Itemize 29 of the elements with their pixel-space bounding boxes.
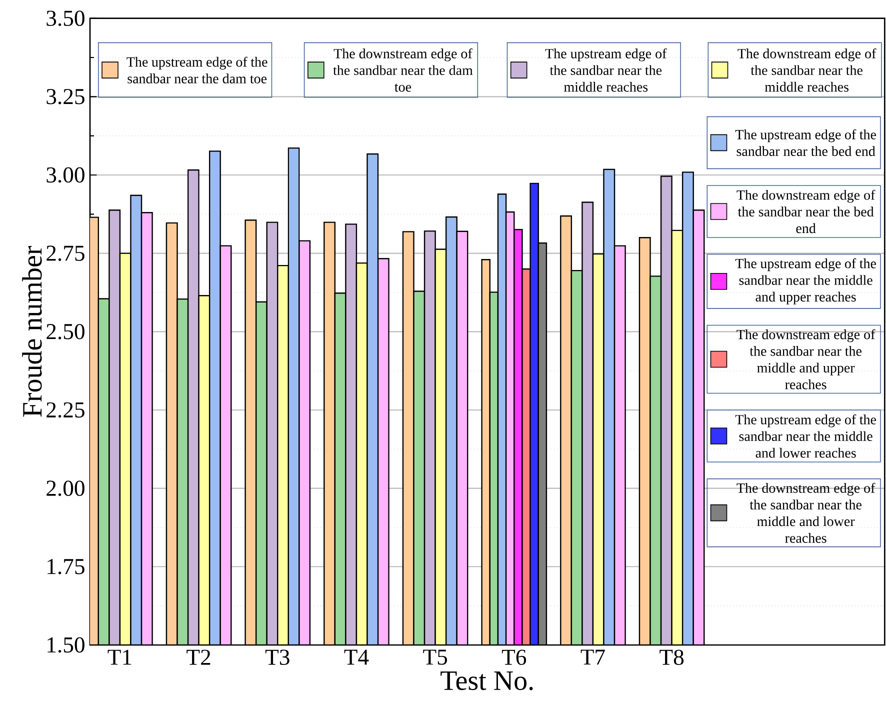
legend-label: The upstream edge of the sandbar near the middle and upper reaches — [735, 258, 876, 304]
x-tick-label: T6 — [502, 650, 526, 665]
x-tick-label: T4 — [344, 650, 369, 665]
y-tick-label: 3.00 — [46, 167, 84, 183]
y-tick-label: 3.50 — [46, 10, 84, 26]
legend-label: The upstream edge of the sandbar near the middle and lower reaches — [735, 414, 876, 458]
y-tick-label: 1.75 — [48, 559, 84, 574]
x-tick-label: T8 — [660, 650, 684, 665]
x-tick-label: T1 — [108, 650, 132, 665]
y-tick-label: 2.25 — [46, 402, 84, 418]
y-tick-label: 1.50 — [48, 637, 84, 653]
y-tick-label: 2.75 — [46, 246, 84, 261]
y-tick-label: 2.50 — [46, 324, 84, 340]
y-axis-title: Froude number — [22, 246, 42, 417]
y-tick-label: 2.00 — [46, 480, 84, 496]
y-tick-label: 3.25 — [46, 88, 84, 104]
legend-label: The downstream edge of the sandbar near the middle and lower reaches — [736, 482, 876, 543]
legend-label: The downstream edge of the sandbar near the bed end — [736, 190, 876, 234]
x-tick-label: T2 — [186, 650, 210, 665]
legend-label: The upstream edge of the sandbar near the bed end — [735, 129, 876, 156]
x-tick-label: T5 — [423, 650, 448, 665]
legend-label: The upstream edge of the sandbar near the dam toe — [126, 56, 268, 84]
legend-label: The downstream edge of the sandbar near the middle and upper reaches — [736, 329, 876, 390]
x-tick-label: T7 — [580, 650, 605, 665]
legend-label: The downstream edge of the sandbar near the dam toe — [333, 48, 473, 92]
x-tick-label: T3 — [265, 650, 290, 665]
legend-label: The downstream edge of the sandbar near the middle reaches — [738, 48, 876, 92]
x-axis-title: Test No. — [440, 671, 533, 690]
legend-label: The upstream edge of the sandbar near the middle reaches — [545, 48, 667, 92]
